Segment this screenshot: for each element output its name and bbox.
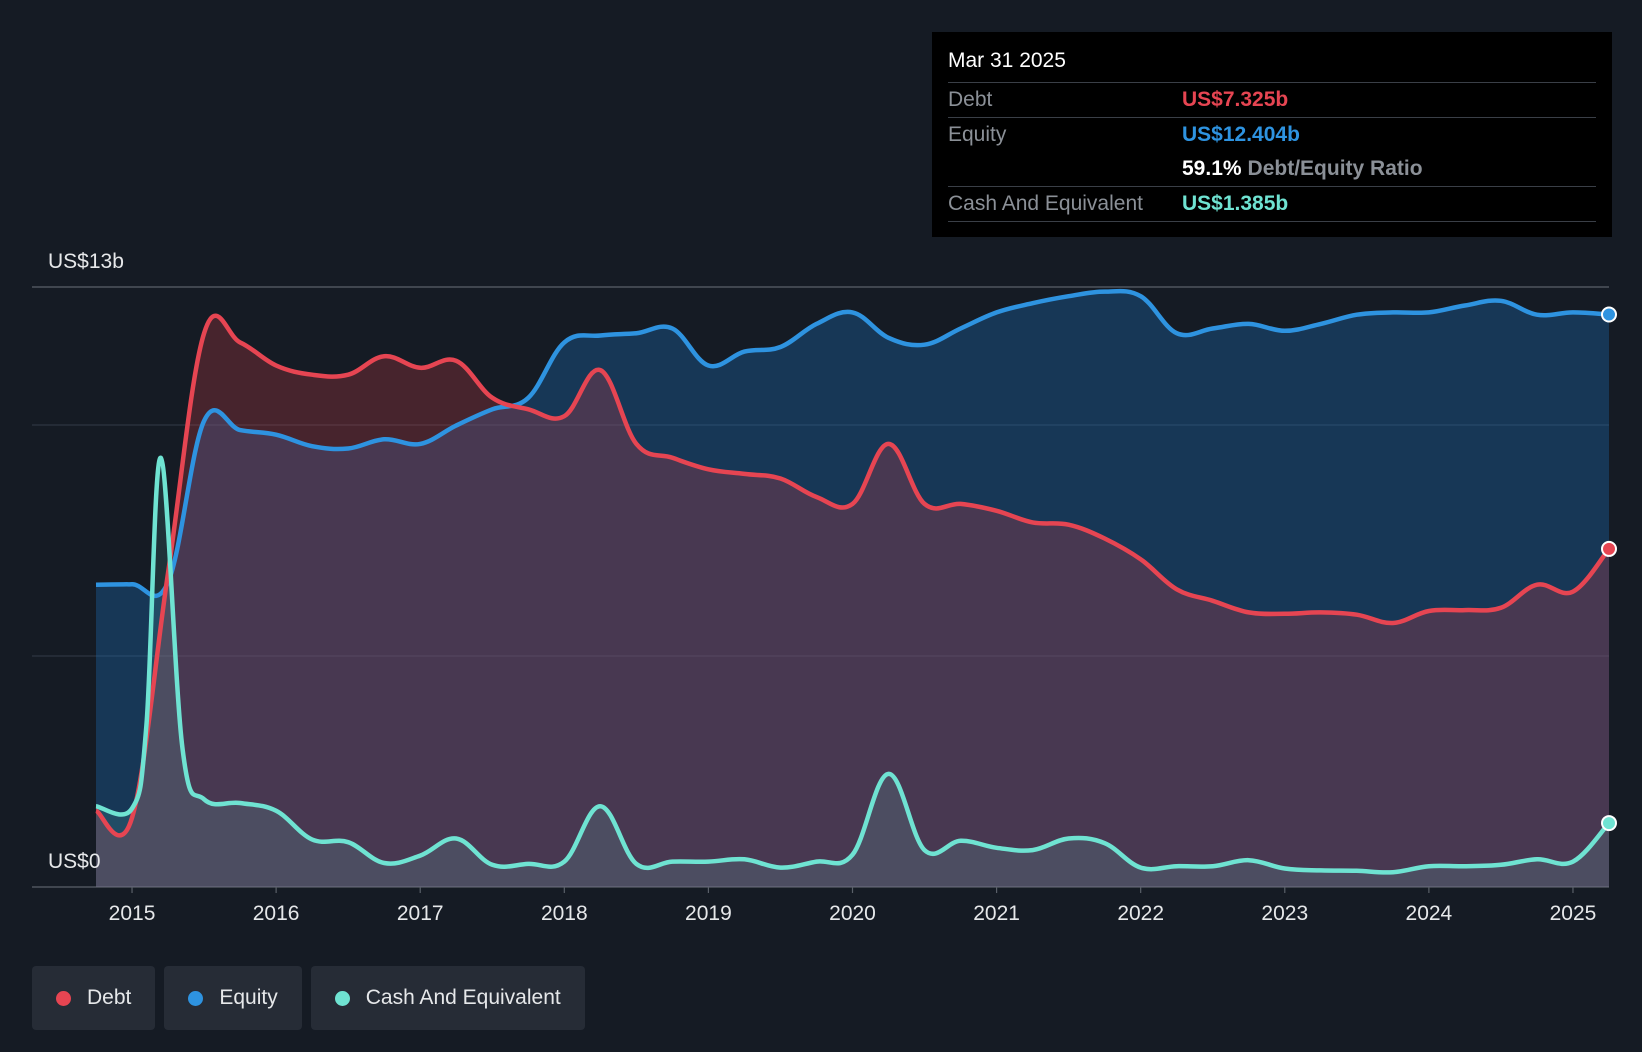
tooltip-equity-value: US$12.404b [1182, 123, 1300, 146]
debt-area [96, 315, 1609, 887]
legend-label-equity: Equity [219, 986, 278, 1009]
tooltip-debt-value: US$7.325b [1182, 88, 1289, 111]
tooltip-equity-label: Equity [948, 123, 1007, 146]
legend-item-debt[interactable]: Debt [32, 966, 156, 1030]
equity-line [95, 288, 1610, 599]
legend-dot-debt-icon [56, 990, 71, 1006]
tooltip-cash-label: Cash And Equivalent [948, 192, 1143, 215]
cash-and-equivalent-end-marker [1601, 815, 1617, 832]
tooltip-date: Mar 31 2025 [948, 49, 1066, 72]
x-tick-label-2022: 2022 [1117, 902, 1164, 925]
tooltip-ratio-label: Debt/Equity Ratio [1247, 157, 1423, 180]
x-tick-label-2023: 2023 [1261, 902, 1308, 925]
legend-dot-cash-icon [334, 990, 350, 1006]
cash-and-equivalent-area [96, 457, 1609, 887]
x-tick-label-2015: 2015 [109, 902, 156, 925]
legend-dot-equity-icon [188, 990, 204, 1006]
legend-item-cash[interactable]: Cash And Equivalent [310, 966, 585, 1030]
x-tick-label-2018: 2018 [541, 902, 588, 925]
x-tick-label-2020: 2020 [829, 902, 876, 925]
data-tooltip: Mar 31 2025 Debt US$7.325b Equity US$12.… [932, 32, 1612, 237]
debt-line [94, 313, 1611, 838]
chart-legend: Debt Equity Cash And Equivalent [32, 966, 594, 1030]
x-tick-label-2024: 2024 [1406, 902, 1453, 925]
x-tick-label-2017: 2017 [397, 902, 444, 925]
equity-area [96, 291, 1609, 887]
tooltip-debt-label: Debt [948, 88, 993, 111]
x-tick-label-2021: 2021 [973, 902, 1020, 925]
tooltip-cash-row: Cash And Equivalent US$1.385b [948, 186, 1596, 222]
x-tick-label-2025: 2025 [1550, 902, 1597, 925]
legend-label-debt: Debt [87, 986, 132, 1009]
equity-end-marker [1601, 306, 1617, 323]
tooltip-cash-value: US$1.385b [1182, 192, 1289, 215]
x-tick-label-2016: 2016 [253, 902, 300, 925]
legend-label-cash: Cash And Equivalent [365, 986, 561, 1009]
tooltip-equity-row: Equity US$12.404b [948, 117, 1596, 152]
cash-and-equivalent-line [95, 455, 1611, 875]
y-axis-bottom-label: US$0 [48, 850, 101, 873]
debt-end-marker [1601, 540, 1617, 557]
tooltip-debt-row: Debt US$7.325b [948, 82, 1596, 117]
tooltip-ratio-value: 59.1% [1182, 157, 1242, 180]
x-tick-label-2019: 2019 [685, 902, 732, 925]
y-axis-top-label: US$13b [48, 250, 124, 273]
legend-item-equity[interactable]: Equity [164, 966, 302, 1030]
tooltip-ratio-row: 59.1% Debt/Equity Ratio [948, 152, 1596, 186]
